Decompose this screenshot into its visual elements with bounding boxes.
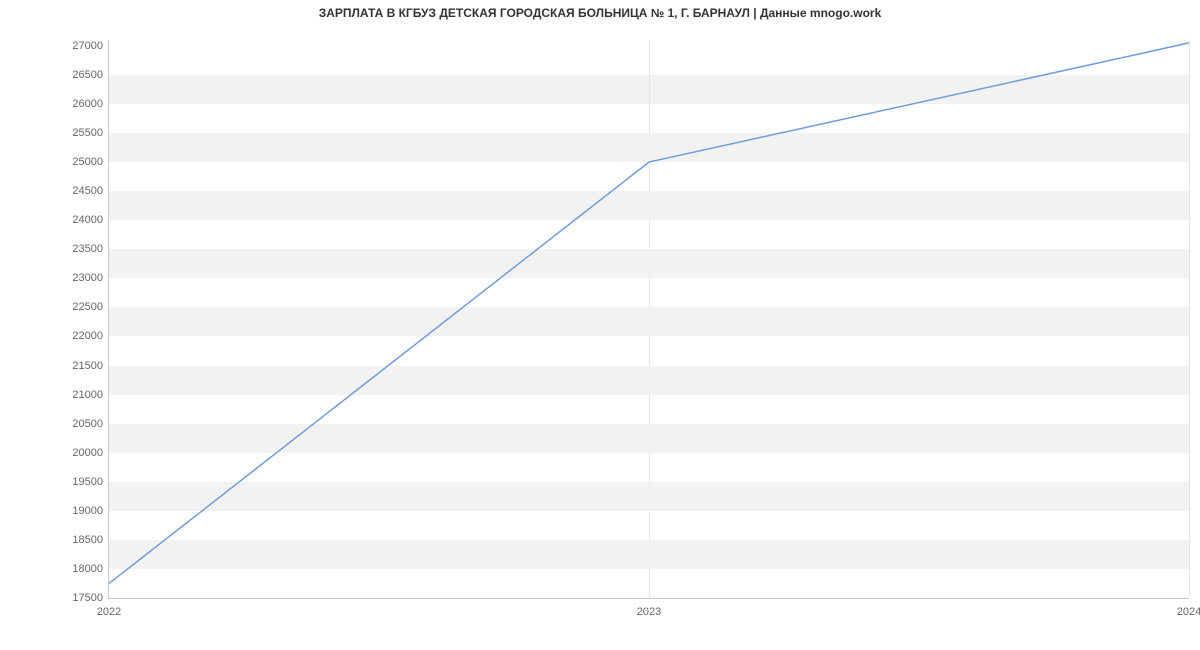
y-tick-label: 25000 [72,156,109,168]
y-tick-label: 21000 [72,389,109,401]
y-tick-label: 23000 [72,272,109,284]
y-tick-label: 26500 [72,69,109,81]
salary-line-chart: ЗАРПЛАТА В КГБУЗ ДЕТСКАЯ ГОРОДСКАЯ БОЛЬН… [0,0,1200,650]
series-line [109,43,1189,584]
x-tick-label: 2022 [97,598,121,618]
y-tick-label: 22000 [72,330,109,342]
y-tick-label: 21500 [72,360,109,372]
x-gridline [1189,40,1190,598]
y-tick-label: 24500 [72,185,109,197]
y-tick-label: 22500 [72,301,109,313]
y-tick-label: 27000 [72,40,109,52]
y-tick-label: 18500 [72,534,109,546]
y-tick-label: 23500 [72,243,109,255]
y-tick-label: 20500 [72,418,109,430]
y-tick-label: 20000 [72,447,109,459]
plot-area: 1750018000185001900019500200002050021000… [108,40,1189,599]
y-tick-label: 19000 [72,505,109,517]
x-tick-label: 2024 [1177,598,1200,618]
y-tick-label: 18000 [72,563,109,575]
y-tick-label: 25500 [72,127,109,139]
line-layer [109,40,1189,598]
y-tick-label: 26000 [72,98,109,110]
y-tick-label: 19500 [72,476,109,488]
chart-title: ЗАРПЛАТА В КГБУЗ ДЕТСКАЯ ГОРОДСКАЯ БОЛЬН… [0,6,1200,20]
x-tick-label: 2023 [637,598,661,618]
y-tick-label: 24000 [72,214,109,226]
